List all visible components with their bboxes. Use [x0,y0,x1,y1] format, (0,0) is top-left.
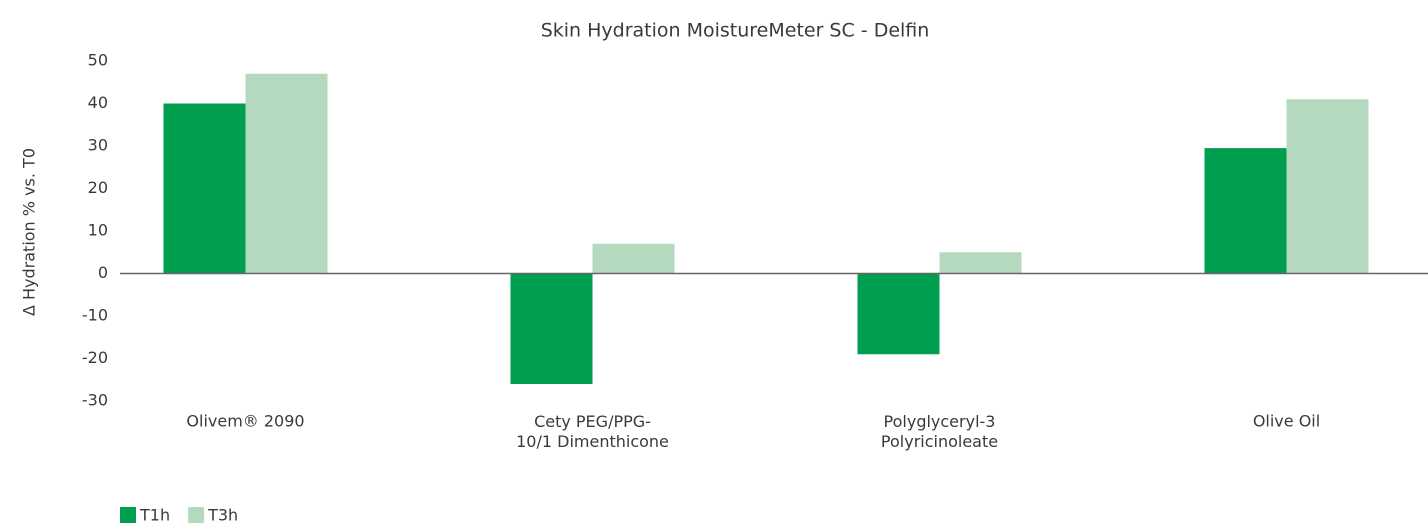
y-tick-label: 40 [88,93,108,112]
legend-swatch [120,507,136,523]
y-tick-label: 50 [88,51,108,70]
y-tick-label: 30 [88,136,108,155]
y-tick-label: 10 [88,221,108,240]
x-tick-label: Cety PEG/PPG-10/1 Dimenthicone [516,412,669,451]
bar [1286,99,1369,274]
legend-swatch [188,507,205,523]
y-axis-label: Δ Hydration % vs. T0 [20,148,39,316]
x-tick-label: Polyglyceryl-3 Polyricinoleate [881,412,998,451]
bar [939,252,1022,274]
y-tick-label: -30 [82,391,108,410]
bar [163,103,246,274]
bar [1204,148,1287,274]
y-tick-label: -20 [82,348,108,367]
bar [510,273,593,384]
bar [857,273,940,355]
x-tick-label: Olivem® 2090 [186,412,304,431]
chart-title: Skin Hydration MoistureMeter SC - Delfin [541,20,930,42]
legend-label: T1h [139,506,170,523]
y-tick-label: -10 [82,306,108,325]
bar [245,73,328,274]
y-tick-label: 20 [88,178,108,197]
x-tick-label: Olive Oil [1253,412,1320,431]
y-tick-label: 0 [98,263,108,282]
bar [592,243,675,274]
legend-label: T3h [207,506,238,523]
